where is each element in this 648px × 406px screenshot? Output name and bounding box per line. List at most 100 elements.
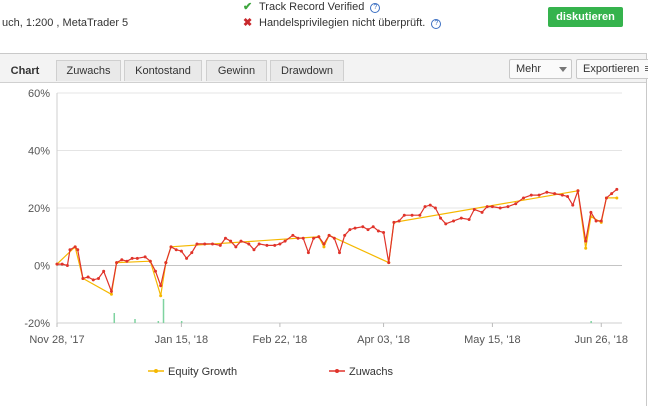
zuwachs-point [159, 284, 163, 288]
zuwachs-point [472, 207, 476, 211]
zuwachs-point [164, 261, 168, 265]
zuwachs-point [190, 251, 194, 255]
zuwachs-point [467, 218, 471, 221]
zuwachs-point [125, 259, 129, 263]
tab-strip: Chart Zuwachs Kontostand Gewinn Drawdown… [0, 54, 648, 83]
zuwachs-point [361, 225, 365, 229]
volume-bar [134, 319, 136, 323]
equity-growth-point [109, 292, 113, 296]
zuwachs-point [234, 245, 238, 249]
zuwachs-point [55, 262, 59, 266]
volume-bar [113, 313, 116, 323]
zuwachs-point [490, 205, 494, 209]
zuwachs-point [522, 196, 526, 200]
account-info: uch, 1:200 , MetaTrader 5 [2, 17, 129, 29]
export-label: Exportieren [583, 63, 640, 75]
zuwachs-point [257, 242, 261, 246]
y-tick-label: 0% [34, 261, 50, 273]
x-tick-label: Jun 26, '18 [575, 334, 628, 346]
help-icon[interactable]: ? [370, 3, 381, 13]
zuwachs-line [57, 188, 618, 294]
zuwachs-point [179, 249, 183, 253]
zuwachs-point [96, 276, 100, 280]
legend-zuwachs-label: Zuwachs [349, 366, 394, 378]
zuwachs-point [273, 243, 277, 247]
y-tick-label: 60% [28, 88, 50, 100]
tab-kontostand[interactable]: Kontostand [124, 60, 202, 81]
tab-drawdown[interactable]: Drawdown [270, 60, 344, 81]
chart-panel: Chart Zuwachs Kontostand Gewinn Drawdown… [0, 53, 648, 406]
zuwachs-point [366, 228, 370, 232]
legend-zuwachs-marker [335, 369, 339, 373]
volume-bar [157, 321, 160, 323]
zuwachs-point [301, 236, 305, 240]
zuwachs-point [317, 235, 321, 239]
zuwachs-point [610, 192, 614, 196]
trading-privileges-label: Handelsprivilegien nicht überprüft. [259, 17, 426, 29]
zuwachs-point [73, 245, 77, 249]
zuwachs-point [418, 213, 422, 217]
zuwachs-point [174, 248, 178, 252]
x-tick-label: May 15, '18 [464, 334, 521, 346]
zuwachs-point [553, 192, 557, 196]
zuwachs-point [371, 225, 375, 229]
volume-bar [180, 321, 183, 323]
x-tick-label: Nov 28, '17 [29, 334, 84, 346]
zuwachs-point [135, 256, 139, 260]
discuss-button[interactable]: diskutieren [548, 7, 623, 27]
zuwachs-point [130, 256, 134, 260]
zuwachs-point [283, 239, 287, 243]
zuwachs-point [169, 245, 173, 249]
zuwachs-point [498, 206, 502, 210]
zuwachs-point [353, 226, 357, 230]
zuwachs-point [576, 189, 580, 193]
equity-growth-point [615, 196, 619, 200]
zuwachs-point [195, 242, 199, 246]
equity-growth-point [322, 245, 326, 249]
zuwachs-point [76, 248, 80, 252]
tab-gewinn[interactable]: Gewinn [206, 60, 267, 81]
zuwachs-point [91, 278, 95, 282]
zuwachs-point [594, 219, 598, 223]
x-tick-label: Apr 03, '18 [357, 334, 410, 346]
zuwachs-point [376, 229, 380, 233]
zuwachs-point [252, 248, 256, 252]
zuwachs-point [296, 236, 300, 240]
zuwachs-point [402, 213, 406, 217]
zuwachs-point [312, 236, 316, 240]
equity-growth-point [584, 246, 588, 250]
check-icon: ✔ [243, 1, 253, 13]
zuwachs-point [306, 251, 310, 255]
more-dropdown[interactable]: Mehr [509, 59, 572, 79]
zuwachs-point [109, 289, 113, 293]
zuwachs-point [584, 239, 588, 243]
help-icon[interactable]: ? [431, 19, 442, 29]
tab-chart[interactable]: Chart [10, 65, 40, 77]
zuwachs-point [589, 210, 593, 214]
volume-bar [162, 299, 165, 323]
legend-equity-growth-label: Equity Growth [168, 366, 237, 378]
zuwachs-point [265, 243, 269, 247]
tab-zuwachs[interactable]: Zuwachs [56, 60, 121, 81]
export-button[interactable]: Exportieren [576, 59, 648, 79]
cross-icon: ✖ [243, 17, 253, 29]
zuwachs-point [423, 205, 427, 209]
zuwachs-point [506, 205, 510, 209]
zuwachs-point [348, 228, 352, 232]
zuwachs-point [459, 216, 463, 220]
zuwachs-point [148, 259, 152, 263]
zuwachs-point [397, 219, 401, 223]
zuwachs-point [529, 193, 533, 197]
zuwachs-point [571, 203, 575, 207]
zuwachs-point [81, 276, 85, 280]
zuwachs-point [566, 195, 570, 198]
zuwachs-point [218, 243, 222, 247]
zuwachs-point [68, 248, 72, 252]
trading-privileges-status: ✖ Handelsprivilegien nicht überprüft.? [243, 16, 442, 29]
zuwachs-point [115, 261, 119, 265]
zuwachs-point [545, 190, 549, 194]
y-tick-label: 40% [28, 146, 50, 158]
zuwachs-point [485, 205, 489, 209]
zuwachs-point [433, 206, 437, 210]
zuwachs-point [102, 269, 106, 273]
